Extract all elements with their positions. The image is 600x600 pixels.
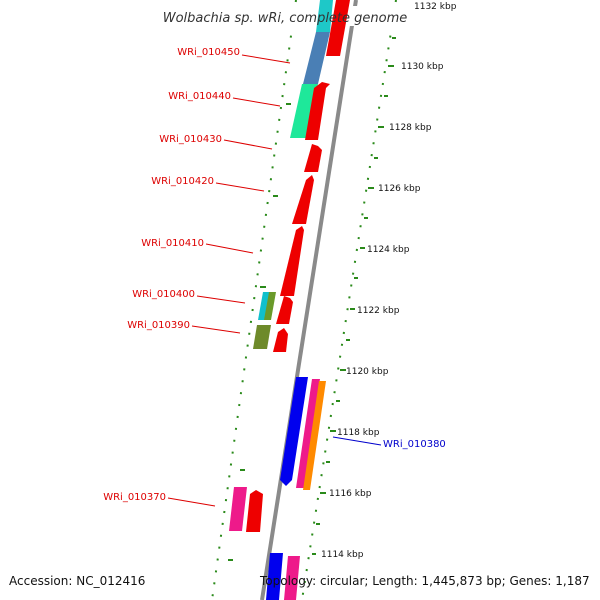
leader-010370 bbox=[167, 497, 216, 507]
gene-feature-cyan-top[interactable] bbox=[316, 0, 333, 32]
label-leaders bbox=[167, 54, 382, 507]
gene-label-010390[interactable]: WRi_010390 bbox=[127, 320, 190, 331]
gene-label-010380[interactable]: WRi_010380 bbox=[383, 439, 446, 450]
tick-label-1116: 1116 kbp bbox=[329, 489, 372, 499]
gene-feature-red-3[interactable] bbox=[292, 175, 314, 224]
gene-label-010400[interactable]: WRi_010400 bbox=[132, 289, 195, 300]
leader-010400 bbox=[196, 295, 246, 304]
gene-feature-010370[interactable] bbox=[229, 487, 247, 531]
gene-feature-red-7[interactable] bbox=[246, 490, 263, 532]
gene-feature-010450[interactable] bbox=[303, 32, 330, 84]
gene-feature-red-4[interactable] bbox=[280, 226, 304, 296]
leader-010450 bbox=[241, 54, 291, 64]
tick-label-1126: 1126 kbp bbox=[378, 184, 421, 194]
leader-010410 bbox=[205, 243, 254, 254]
gene-feature-010390[interactable] bbox=[253, 325, 271, 349]
gene-feature-010400-olive[interactable] bbox=[264, 292, 276, 320]
leader-010420 bbox=[215, 182, 265, 192]
tick-labels: 1132 kbp 1130 kbp 1128 kbp 1126 kbp 1124… bbox=[321, 2, 457, 560]
tick-label-1124: 1124 kbp bbox=[367, 245, 410, 255]
gene-label-010450[interactable]: WRi_010450 bbox=[177, 47, 240, 58]
gene-feature-magenta-bottom[interactable] bbox=[284, 556, 300, 600]
gene-feature-red-top[interactable] bbox=[326, 0, 350, 56]
gene-label-010430[interactable]: WRi_010430 bbox=[159, 134, 222, 145]
gene-label-010370[interactable]: WRi_010370 bbox=[103, 492, 166, 503]
inner-track-left bbox=[211, 0, 297, 600]
gene-feature-red-6[interactable] bbox=[273, 328, 288, 352]
leader-010380 bbox=[332, 436, 382, 446]
gene-label-010440[interactable]: WRi_010440 bbox=[168, 91, 231, 102]
gene-label-010410[interactable]: WRi_010410 bbox=[141, 238, 204, 249]
leader-010440 bbox=[232, 97, 281, 107]
gene-labels[interactable]: WRi_010450 WRi_010440 WRi_010430 WRi_010… bbox=[103, 47, 446, 503]
map-title: Wolbachia sp. wRi, complete genome bbox=[163, 11, 408, 26]
tick-label-1114: 1114 kbp bbox=[321, 550, 364, 560]
gene-feature-010440[interactable] bbox=[290, 84, 318, 138]
tick-label-1122: 1122 kbp bbox=[357, 306, 400, 316]
gene-feature-010380-magenta[interactable] bbox=[296, 379, 320, 488]
gene-feature-red-5[interactable] bbox=[276, 296, 293, 324]
tick-label-1132: 1132 kbp bbox=[414, 2, 457, 12]
leader-010430 bbox=[223, 139, 273, 150]
accession-label: Accession: NC_012416 bbox=[9, 574, 146, 588]
tick-label-1130: 1130 kbp bbox=[401, 62, 444, 72]
gene-feature-010380-orange[interactable] bbox=[303, 381, 326, 490]
tick-label-1120: 1120 kbp bbox=[346, 367, 389, 377]
gene-feature-red-1[interactable] bbox=[305, 82, 330, 140]
gene-feature-010380-blue[interactable] bbox=[280, 377, 308, 486]
genome-backbone bbox=[260, 0, 358, 600]
tick-label-1128: 1128 kbp bbox=[389, 123, 432, 133]
gene-feature-blue-bottom[interactable] bbox=[266, 553, 283, 600]
tick-label-1118: 1118 kbp bbox=[337, 428, 380, 438]
gene-features[interactable] bbox=[229, 0, 350, 600]
left-ticks bbox=[228, 103, 291, 561]
minor-ticks bbox=[312, 37, 396, 555]
gene-feature-red-2[interactable] bbox=[304, 144, 322, 172]
gene-label-010420[interactable]: WRi_010420 bbox=[151, 176, 214, 187]
genome-summary-label: Topology: circular; Length: 1,445,873 bp… bbox=[260, 574, 590, 588]
leader-010390 bbox=[191, 325, 241, 334]
